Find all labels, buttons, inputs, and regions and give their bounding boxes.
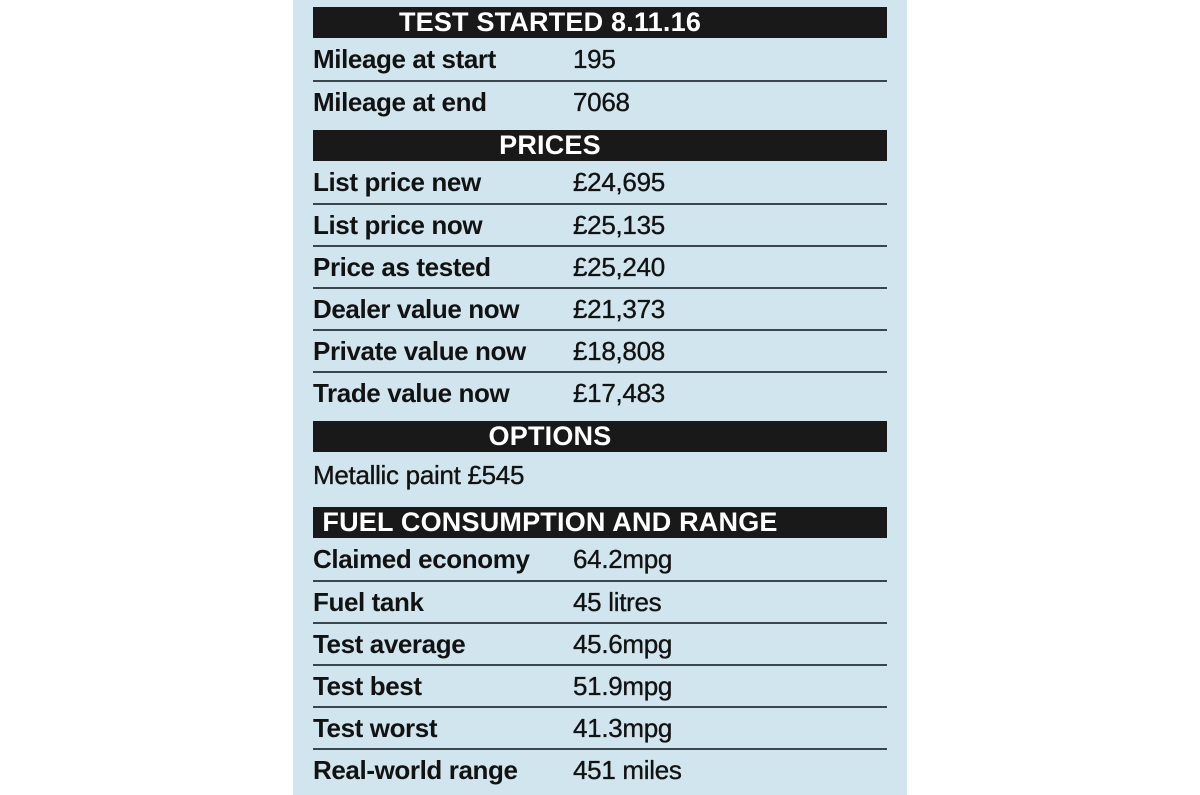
section-header-label: PRICES	[499, 130, 601, 160]
spec-label: Claimed economy	[313, 543, 530, 574]
spec-value: 45 litres	[573, 586, 662, 617]
spec-value: 51.9mpg	[573, 670, 673, 701]
section-header-options: OPTIONS	[313, 421, 887, 452]
table-row: Test worst 41.3mpg	[313, 706, 887, 748]
spec-value: 45.6mpg	[573, 628, 673, 659]
table-row: List price now £25,135	[313, 203, 887, 245]
table-row: List price new £24,695	[313, 161, 887, 203]
section-rows-options: Metallic paint £545	[313, 452, 887, 499]
spec-label: Mileage at start	[313, 43, 496, 74]
table-row: Price as tested £25,240	[313, 245, 887, 287]
table-row: Mileage at end 7068	[313, 80, 887, 122]
spec-label: Dealer value now	[313, 293, 520, 324]
spec-value: £17,483	[573, 377, 666, 408]
spec-panel: TEST STARTED 8.11.16 Mileage at start 19…	[293, 0, 907, 795]
spec-value: £21,373	[573, 293, 666, 324]
section-header-label: OPTIONS	[488, 421, 612, 451]
section-header-prices: PRICES	[313, 130, 887, 161]
section-header-label: TEST STARTED 8.11.16	[398, 7, 702, 37]
table-row: Real-world range 451 miles	[313, 748, 887, 790]
section-header-fuel: FUEL CONSUMPTION AND RANGE	[313, 507, 887, 538]
table-row: Mileage at start 195	[313, 38, 887, 80]
spec-value: 41.3mpg	[573, 712, 673, 743]
spec-value: 64.2mpg	[573, 543, 673, 574]
spec-label: Trade value now	[313, 377, 510, 408]
table-row: Test best 51.9mpg	[313, 664, 887, 706]
spec-value: £25,135	[573, 209, 666, 240]
spec-label: Mileage at end	[313, 86, 487, 117]
options-row: Metallic paint £545	[313, 452, 887, 499]
table-row: Fuel tank 45 litres	[313, 580, 887, 622]
section-rows-prices: List price new £24,695 List price now £2…	[313, 161, 887, 413]
table-row: Dealer value now £21,373	[313, 287, 887, 329]
spec-value: 451 miles	[573, 754, 682, 785]
spec-label: List price now	[313, 209, 483, 240]
section-rows-fuel: Claimed economy 64.2mpg Fuel tank 45 lit…	[313, 538, 887, 790]
table-row: Trade value now £17,483	[313, 371, 887, 413]
spec-value: 7068	[573, 86, 630, 117]
spec-value: £24,695	[573, 166, 666, 197]
spec-label: List price new	[313, 166, 481, 197]
spec-label: Test best	[313, 670, 422, 701]
spec-value: £18,808	[573, 335, 666, 366]
section-rows-test-started: Mileage at start 195 Mileage at end 7068	[313, 38, 887, 122]
table-row: Claimed economy 64.2mpg	[313, 538, 887, 580]
spec-value: £25,240	[573, 251, 666, 282]
spec-value: 195	[573, 43, 616, 74]
section-header-label: FUEL CONSUMPTION AND RANGE	[322, 507, 778, 537]
table-row: Private value now £18,808	[313, 329, 887, 371]
spec-label: Private value now	[313, 335, 526, 366]
spec-label: Real-world range	[313, 754, 518, 785]
options-note: Metallic paint £545	[313, 460, 525, 490]
table-row: Test average 45.6mpg	[313, 622, 887, 664]
spec-label: Test average	[313, 628, 466, 659]
spec-label: Test worst	[313, 712, 438, 743]
spec-label: Fuel tank	[313, 586, 424, 617]
spec-label: Price as tested	[313, 251, 491, 282]
section-header-test-started: TEST STARTED 8.11.16	[313, 7, 887, 38]
